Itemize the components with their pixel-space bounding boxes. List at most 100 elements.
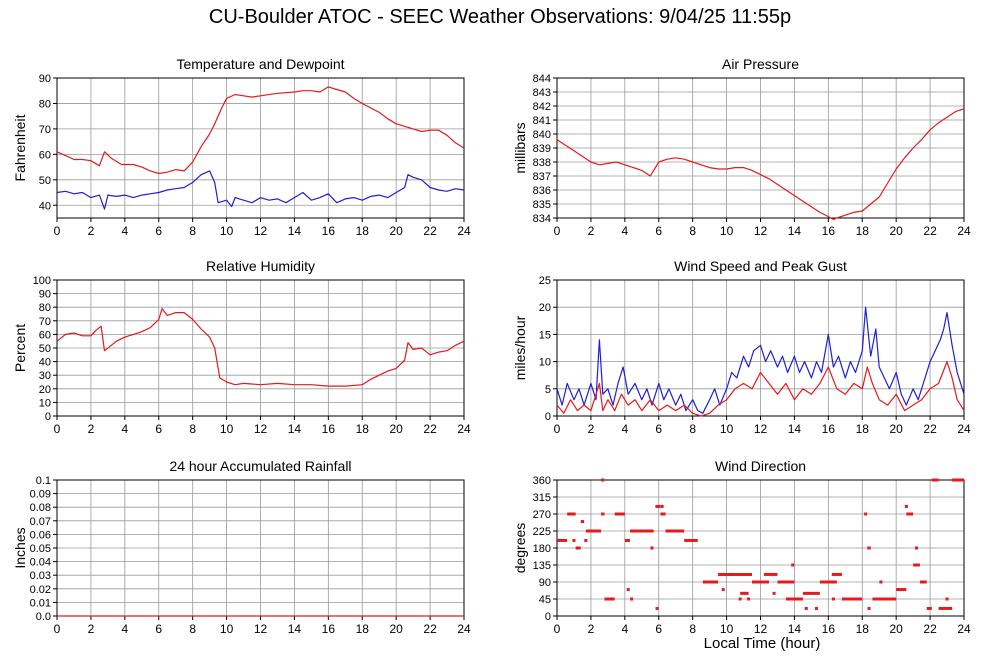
x-tick-label: 0 <box>54 224 61 238</box>
direction-point <box>791 563 795 567</box>
x-tick-label: 8 <box>189 622 196 636</box>
series-line <box>556 108 965 220</box>
direction-point <box>738 597 742 601</box>
y-tick-label: 40 <box>39 200 51 212</box>
x-tick-label: 14 <box>288 422 302 436</box>
x-tick-label: 4 <box>621 622 628 636</box>
y-tick-label: 135 <box>533 560 551 572</box>
x-tick-label: 0 <box>554 422 561 436</box>
x-tick-label: 24 <box>457 622 471 636</box>
x-tick-label: 18 <box>856 224 870 238</box>
y-axis-label: Fahrenheit <box>12 114 28 181</box>
y-tick-label: 25 <box>539 275 551 287</box>
x-tick-label: 22 <box>423 622 437 636</box>
x-tick-label: 22 <box>423 224 437 238</box>
x-tick-label: 2 <box>588 622 595 636</box>
y-axis-label: Inches <box>12 527 28 568</box>
y-tick-label: 838 <box>533 157 551 169</box>
series-1 <box>556 306 965 414</box>
x-tick-label: 4 <box>621 224 628 238</box>
plot-frame <box>556 77 965 219</box>
direction-point <box>772 591 776 595</box>
direction-point <box>945 597 949 601</box>
y-tick-label: 70 <box>39 316 51 328</box>
x-tick-label: 20 <box>889 422 903 436</box>
x-tick-label: 4 <box>621 422 628 436</box>
x-tick-label: 2 <box>588 422 595 436</box>
direction-point <box>616 512 620 516</box>
y-tick-label: 50 <box>39 343 51 355</box>
y-tick-label: 270 <box>533 509 551 521</box>
y-tick-label: 0.09 <box>30 489 51 501</box>
page-title: CU-Boulder ATOC - SEEC Weather Observati… <box>208 6 792 28</box>
x-tick-label: 10 <box>720 224 734 238</box>
x-tick-label: 20 <box>389 422 403 436</box>
y-tick-label: 20 <box>539 302 551 314</box>
x-tick-label: 8 <box>689 622 696 636</box>
y-tick-label: 843 <box>533 87 551 99</box>
y-tick-label: 90 <box>39 289 51 301</box>
direction-point <box>747 597 751 601</box>
series-1 <box>557 478 964 610</box>
x-tick-label: 10 <box>720 422 734 436</box>
x-tick-label: 12 <box>754 422 768 436</box>
x-tick-label: 6 <box>655 224 662 238</box>
y-axis-label: miles/hour <box>512 315 528 380</box>
y-tick-label: 10 <box>539 357 551 369</box>
y-tick-label: 842 <box>533 101 551 113</box>
x-tick-label: 24 <box>957 224 971 238</box>
x-tick-label: 6 <box>655 622 662 636</box>
x-tick-label: 8 <box>189 224 196 238</box>
y-tick-label: 45 <box>539 594 551 606</box>
y-tick-label: 60 <box>39 329 51 341</box>
x-tick-label: 10 <box>220 224 234 238</box>
x-tick-label: 6 <box>155 224 162 238</box>
y-tick-label: 225 <box>533 526 551 538</box>
y-tick-label: 70 <box>39 124 51 136</box>
x-tick-label: 8 <box>689 422 696 436</box>
y-tick-label: 834 <box>533 213 551 225</box>
y-tick-label: 50 <box>39 175 51 187</box>
x-tick-label: 0 <box>54 622 61 636</box>
x-tick-label: 12 <box>254 622 268 636</box>
x-tick-label: 14 <box>788 224 802 238</box>
plot-frame <box>56 77 465 219</box>
direction-point <box>557 538 561 542</box>
x-tick-label: 12 <box>254 422 268 436</box>
x-tick-label: 10 <box>220 422 234 436</box>
x-tick-label: 4 <box>121 224 128 238</box>
x-tick-label: 14 <box>788 422 802 436</box>
direction-point <box>674 529 678 533</box>
x-tick-label: 12 <box>754 224 768 238</box>
x-tick-label: 20 <box>889 622 903 636</box>
x-tick-label: 18 <box>356 422 370 436</box>
y-tick-label: 0.01 <box>30 597 51 609</box>
direction-point <box>814 606 818 610</box>
x-tick-label: 8 <box>189 422 196 436</box>
x-tick-label: 10 <box>220 622 234 636</box>
chart-title: 24 hour Accumulated Rainfall <box>169 458 351 474</box>
series-1 <box>56 86 465 175</box>
chart-title: Temperature and Dewpoint <box>176 56 344 72</box>
direction-point <box>915 546 919 550</box>
x-tick-label: 18 <box>856 622 870 636</box>
x-tick-label: 24 <box>957 422 971 436</box>
y-tick-label: 180 <box>533 543 551 555</box>
direction-point <box>601 478 605 482</box>
plot-frame <box>556 479 965 617</box>
x-tick-label: 6 <box>655 422 662 436</box>
plot-frame <box>56 479 465 617</box>
series-line <box>56 308 465 387</box>
y-tick-label: 0 <box>545 611 551 623</box>
grid <box>56 479 465 617</box>
y-tick-label: 0.0 <box>36 611 51 623</box>
series-line <box>56 170 465 210</box>
y-tick-label: 839 <box>533 143 551 155</box>
y-tick-label: 360 <box>533 475 551 487</box>
y-tick-label: 840 <box>533 129 551 141</box>
x-tick-label: 22 <box>923 224 937 238</box>
x-tick-label: 16 <box>322 224 336 238</box>
